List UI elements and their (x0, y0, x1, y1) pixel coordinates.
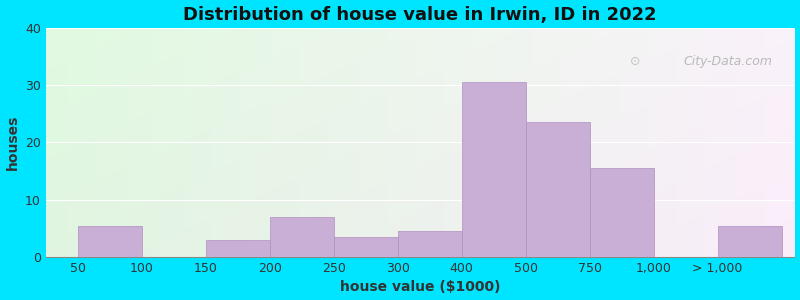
Bar (270, 217, 334, 257)
Bar (590, 168, 654, 257)
Bar (462, 82, 526, 257)
Text: City-Data.com: City-Data.com (683, 56, 772, 68)
Bar (78, 226, 142, 257)
Bar (334, 237, 398, 257)
Bar (526, 122, 590, 257)
Y-axis label: houses: houses (6, 115, 19, 170)
Text: ⊙: ⊙ (630, 56, 640, 68)
Title: Distribution of house value in Irwin, ID in 2022: Distribution of house value in Irwin, ID… (183, 6, 657, 24)
Bar (206, 240, 270, 257)
Bar (398, 231, 462, 257)
X-axis label: house value ($1000): house value ($1000) (340, 280, 500, 294)
Bar (718, 226, 782, 257)
